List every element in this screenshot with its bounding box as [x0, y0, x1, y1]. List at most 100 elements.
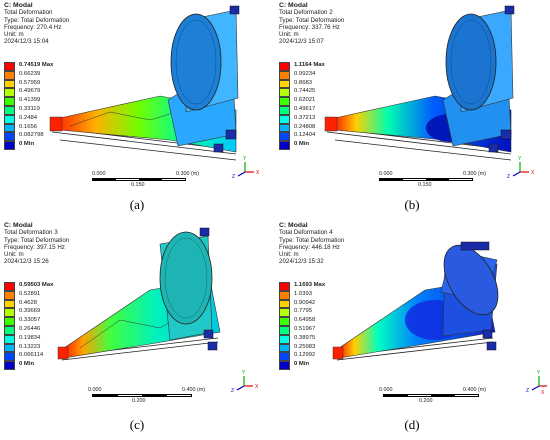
legend-swatch [4, 334, 15, 344]
legend-value: 0.13223 [19, 343, 41, 350]
panel-a: C: Modal Total Deformation Type: Total D… [0, 0, 275, 220]
legend-swatch [4, 114, 15, 124]
legend-value: 0.39669 [19, 308, 41, 315]
legend-swatch [4, 141, 15, 150]
scale-mid-label: 0.150 [418, 182, 432, 188]
legend-swatch [4, 361, 15, 370]
timestamp: 2024/12/3 15:32 [279, 258, 324, 266]
scale-left-label: 0.000 [379, 171, 393, 177]
fem-model: X Y Z [57, 227, 259, 394]
panel-caption: (a) [129, 197, 145, 212]
legend-value: 0.37213 [294, 114, 316, 121]
legend-swatch [279, 114, 290, 124]
frequency: Frequency: 397.15 Hz [4, 243, 65, 251]
timestamp: 2024/12/3 15:04 [4, 38, 49, 46]
scale-mid-label: 0.200 [419, 398, 433, 404]
result-name: Total Deformation 4 [279, 229, 333, 237]
result-type: Type: Total Deformation [279, 16, 345, 24]
panel-b: C: Modal Total Deformation 2 Type: Total… [275, 0, 550, 220]
legend-value: 0.57959 [19, 79, 41, 86]
scale-right-label: 0.400 (m) [463, 387, 487, 393]
result-name: Total Deformation 2 [279, 9, 333, 17]
legend-swatch [4, 343, 15, 353]
scale-bar: 0.000 0.400 (m) 0.200 [379, 387, 509, 407]
scale-bar-graphic [379, 178, 473, 181]
scale-bar-graphic [92, 178, 186, 181]
axis-z-label: Z [526, 388, 529, 394]
panel-header: C: Modal Total Deformation 4 Type: Total… [279, 222, 344, 266]
legend-swatch [4, 132, 15, 142]
axis-z-label: Z [231, 388, 234, 394]
legend-value: 0.52891 [19, 290, 41, 297]
legend-value: 0.066114 [19, 352, 44, 359]
legend-value: 0.62021 [294, 97, 316, 104]
panel-caption: (d) [404, 417, 420, 432]
axis-y-label: Y [242, 370, 246, 376]
legend-value: 0.8683 [294, 79, 313, 86]
legend-swatch [279, 308, 290, 318]
legend-value: 0.99234 [294, 70, 316, 77]
legend-value: 0.26446 [19, 325, 41, 332]
legend-value: 0.51967 [294, 325, 316, 332]
legend-min: 0 Min [294, 361, 310, 368]
scale-mid-label: 0.150 [131, 182, 145, 188]
legend-value: 0.90942 [294, 299, 316, 306]
frequency: Frequency: 337.76 Hz [279, 23, 340, 31]
scale-left-label: 0.000 [379, 387, 393, 393]
legend-max: 0.74519 Max [19, 62, 54, 68]
legend-value: 0.25983 [294, 343, 316, 350]
legend-value: 0.19834 [19, 334, 41, 341]
axis-x-label: X [531, 170, 535, 176]
timestamp: 2024/12/3 15:07 [279, 38, 324, 46]
legend-value: 0.4628 [19, 299, 38, 306]
panel-header: C: Modal Total Deformation 2 Type: Total… [279, 2, 344, 46]
scale-right-label: 0.300 (m) [176, 171, 200, 177]
legend-swatch [279, 141, 290, 150]
legend-value: 0.49679 [19, 88, 41, 95]
legend-value: 0.2484 [19, 114, 38, 121]
panel-title: C: Modal [279, 222, 308, 229]
unit: Unit: m [279, 31, 299, 39]
legend-value: 1.0393 [294, 290, 313, 297]
legend-swatch [4, 123, 15, 133]
axis-x-label: X [541, 390, 545, 396]
legend-swatch [4, 290, 15, 300]
legend-swatch [4, 325, 15, 335]
legend-min: 0 Min [19, 361, 35, 368]
scale-mid-label: 0.200 [132, 398, 146, 404]
fem-model: X Y Z [324, 5, 535, 180]
frequency: Frequency: 446.18 Hz [279, 243, 340, 251]
legend-swatch [279, 70, 290, 80]
axis-z-label: Z [232, 174, 235, 180]
legend-swatch [4, 79, 15, 89]
unit: Unit: m [4, 31, 24, 39]
legend-value: 0.24808 [294, 123, 316, 130]
legend-swatch [279, 97, 290, 106]
legend-swatch [279, 132, 290, 142]
fem-model: X Y Z [49, 5, 260, 180]
legend-value: 0.33119 [19, 105, 40, 112]
result-type: Type: Total Deformation [4, 236, 70, 244]
scale-right-label: 0.300 (m) [463, 171, 487, 177]
result-name: Total Deformation [4, 9, 53, 17]
legend-swatch [279, 123, 290, 133]
panel-d: C: Modal Total Deformation 4 Type: Total… [275, 220, 550, 440]
legend-value: 0.082798 [19, 132, 44, 139]
result-type: Type: Total Deformation [4, 16, 70, 24]
legend-swatch [4, 282, 15, 291]
fem-model: X Y Z [332, 241, 547, 396]
legend-swatch [279, 79, 290, 89]
scale-bar: 0.000 0.300 (m) 0.150 [92, 171, 212, 191]
axis-y-label: Y [243, 156, 247, 162]
scale-right-label: 0.400 (m) [182, 387, 206, 393]
legend-min: 0 Min [19, 141, 35, 148]
panel-caption: (c) [129, 417, 145, 432]
legend-value: 0.7795 [294, 308, 313, 315]
legend-swatch [279, 290, 290, 300]
legend-swatch [279, 352, 290, 362]
legend-value: 0.66239 [19, 70, 41, 77]
legend-swatch [279, 361, 290, 370]
result-name: Total Deformation 3 [4, 229, 58, 237]
legend-swatch [4, 352, 15, 362]
result-type: Type: Total Deformation [279, 236, 345, 244]
